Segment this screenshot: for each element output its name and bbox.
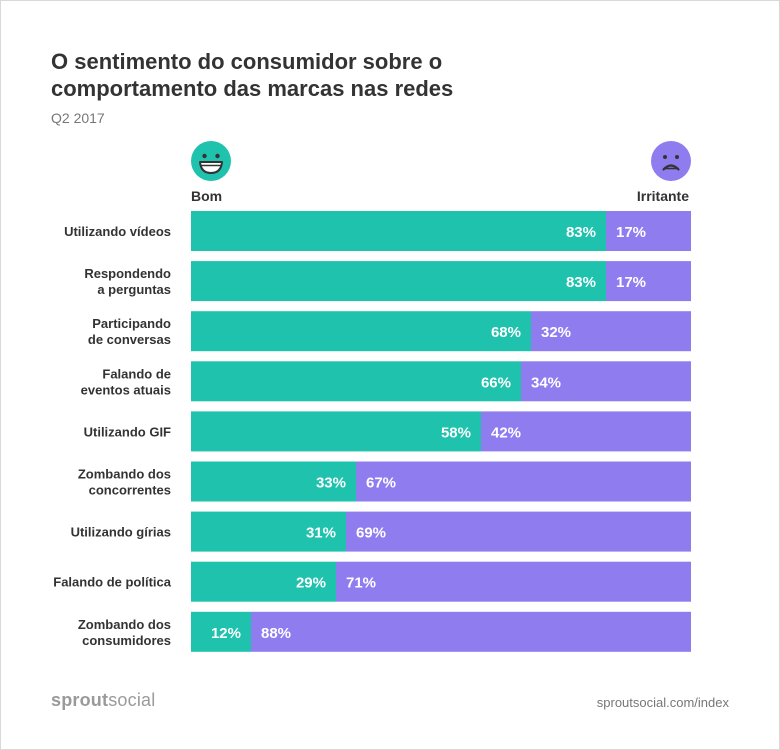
- category-label: Participando: [92, 316, 171, 331]
- value-label-irritante: 32%: [541, 324, 571, 341]
- frown-left-eye: [663, 155, 667, 159]
- value-label-irritante: 34%: [531, 374, 561, 391]
- bar-bom: [191, 361, 521, 402]
- bar-irritante: [346, 511, 691, 552]
- bar-irritante: [336, 561, 691, 602]
- frown-right-eye: [675, 155, 679, 159]
- value-label-bom: 83%: [566, 224, 596, 241]
- value-label-bom: 33%: [316, 475, 346, 492]
- value-label-bom: 29%: [296, 575, 326, 592]
- category-label: Falando de política: [53, 575, 172, 590]
- category-label: Utilizando gírias: [71, 525, 171, 540]
- bar-bom: [191, 511, 346, 552]
- bar-bom: [191, 461, 356, 502]
- value-label-bom: 58%: [441, 424, 471, 441]
- bar-irritante: [606, 261, 691, 302]
- footer-url: sproutsocial.com/index: [596, 695, 729, 710]
- category-label: Utilizando GIF: [84, 424, 171, 439]
- value-label-irritante: 17%: [616, 224, 646, 241]
- bar-bom: [191, 211, 606, 251]
- value-label-bom: 12%: [211, 625, 241, 642]
- value-label-bom: 66%: [481, 374, 511, 391]
- category-label: Falando de: [102, 366, 171, 381]
- category-label: a perguntas: [97, 282, 171, 297]
- category-label: Utilizando vídeos: [64, 224, 171, 239]
- bar-bom: [191, 611, 251, 652]
- bar-irritante: [521, 361, 691, 402]
- sprout-social-logo: sproutsocial: [51, 690, 155, 711]
- value-label-irritante: 17%: [616, 274, 646, 291]
- value-label-bom: 68%: [491, 324, 521, 341]
- value-label-irritante: 67%: [366, 475, 396, 492]
- legend-negative-label: Irritante: [636, 188, 689, 204]
- value-label-irritante: 88%: [261, 625, 291, 642]
- value-label-bom: 83%: [566, 274, 596, 291]
- category-label: de conversas: [88, 332, 171, 347]
- smiley-left-eye: [202, 153, 207, 159]
- value-label-irritante: 42%: [491, 424, 521, 441]
- category-label: consumidores: [82, 633, 171, 648]
- category-label: Zombando dos: [78, 467, 171, 482]
- value-label-bom: 31%: [306, 525, 336, 542]
- frown-face-circle: [651, 141, 691, 181]
- bar-bom: [191, 561, 336, 602]
- smiley-face-icon: [191, 141, 231, 181]
- logo-light-part: social: [108, 690, 156, 710]
- value-label-irritante: 71%: [346, 575, 376, 592]
- frown-face-icon: [651, 141, 691, 181]
- category-label: concorrentes: [89, 483, 171, 498]
- smiley-right-eye: [215, 153, 220, 159]
- bar-bom: [191, 261, 606, 302]
- chart-title: O sentimento do consumidor sobre o compo…: [51, 49, 454, 101]
- bar-irritante: [606, 211, 691, 251]
- bar-irritante: [251, 611, 691, 652]
- legend-positive-label: Bom: [191, 188, 223, 204]
- chart-subtitle: Q2 2017: [51, 110, 105, 126]
- bar-irritante: [531, 311, 691, 352]
- value-label-irritante: 69%: [356, 525, 386, 542]
- bar-irritante: [481, 411, 691, 452]
- category-label: Zombando dos: [78, 617, 171, 632]
- bar-bom: [191, 311, 531, 352]
- bar-irritante: [356, 461, 691, 502]
- category-label: eventos atuais: [81, 382, 171, 397]
- bar-bom: [191, 411, 481, 452]
- category-label: Respondendo: [84, 266, 171, 281]
- logo-bold-part: sprout: [51, 690, 109, 710]
